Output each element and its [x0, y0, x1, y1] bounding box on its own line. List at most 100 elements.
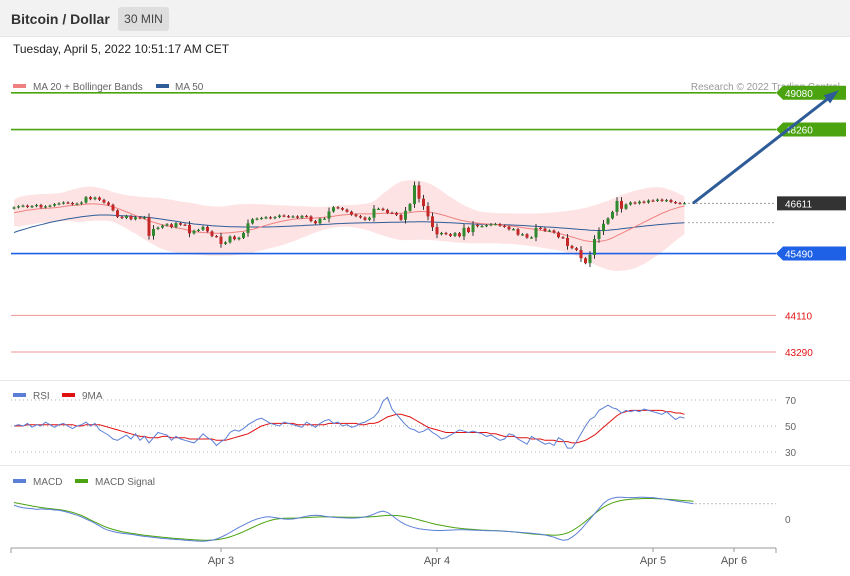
candle: [242, 231, 245, 239]
candle-body: [494, 224, 497, 226]
candle: [183, 223, 187, 227]
candle-body: [30, 206, 34, 208]
candle: [17, 205, 20, 209]
candle: [611, 210, 614, 220]
legend-label: MA 50: [175, 82, 204, 93]
candle: [390, 211, 394, 215]
candle: [152, 225, 155, 240]
candle-body: [516, 229, 520, 235]
candle-body: [480, 226, 484, 228]
candle-body: [35, 204, 38, 207]
candle-body: [143, 217, 146, 219]
candle: [291, 215, 295, 218]
candle-body: [575, 248, 578, 250]
candle: [548, 229, 551, 233]
level-label: 49080: [785, 89, 813, 100]
candle-body: [471, 224, 475, 233]
level-label: 48260: [785, 126, 813, 137]
candle: [633, 201, 637, 205]
candle-body: [539, 227, 542, 230]
candle-body: [624, 204, 628, 209]
candle-body: [75, 203, 79, 205]
candle-body: [251, 219, 254, 224]
candle: [678, 201, 682, 205]
candle: [336, 206, 340, 210]
candle: [138, 216, 142, 220]
candle: [557, 231, 560, 239]
candle-body: [39, 204, 43, 208]
candle: [251, 218, 254, 225]
candle: [471, 221, 475, 236]
candle: [237, 236, 241, 241]
candle-body: [674, 202, 677, 204]
candle-body: [476, 224, 479, 227]
candle-body: [264, 217, 268, 219]
candle: [435, 223, 439, 239]
candle: [399, 213, 403, 221]
candle-body: [318, 218, 322, 224]
candle-body: [260, 217, 263, 220]
candle-body: [44, 206, 47, 208]
candle: [449, 232, 452, 237]
candle: [219, 232, 223, 248]
candle: [278, 214, 281, 219]
candle-body: [327, 211, 331, 219]
legend-label: MA 20 + Bollinger Bands: [33, 82, 143, 93]
legend-swatch-rsi: [13, 393, 26, 397]
instrument-title: Bitcoin / Dollar: [11, 11, 110, 27]
candle: [48, 204, 52, 208]
candle-body: [597, 231, 601, 239]
candle-body: [467, 227, 470, 233]
candle-body: [246, 223, 250, 233]
candle: [453, 232, 457, 237]
candle-body: [629, 202, 632, 205]
candle: [503, 224, 506, 228]
candle-body: [404, 210, 407, 220]
candle-body: [485, 225, 488, 227]
candle-body: [593, 239, 596, 255]
candle: [197, 228, 200, 232]
candle-body: [161, 225, 164, 228]
candle: [575, 247, 578, 252]
candle: [282, 214, 286, 218]
candle-body: [287, 216, 290, 218]
candle-body: [116, 210, 119, 217]
macd-line: [13, 496, 694, 542]
rsi-tick-label: 30: [785, 448, 797, 459]
candle: [593, 235, 596, 259]
candle: [372, 204, 376, 222]
chart-header: Bitcoin / Dollar 30 MIN: [0, 0, 850, 37]
rsi-tick-label: 50: [785, 422, 797, 433]
candle-body: [314, 221, 317, 224]
candle: [116, 209, 119, 218]
candle-body: [93, 197, 97, 200]
candle-body: [323, 218, 326, 220]
candle-body: [372, 208, 376, 218]
candle: [255, 217, 259, 221]
candle-body: [363, 217, 367, 220]
candle-body: [377, 208, 380, 210]
ma50-line: [13, 214, 685, 233]
candle: [485, 224, 488, 228]
timestamp: Tuesday, April 5, 2022 10:51:17 AM CET: [13, 42, 230, 56]
candle-body: [350, 211, 353, 215]
candle: [588, 251, 592, 267]
candle-body: [62, 202, 65, 204]
timeframe-badge[interactable]: 30 MIN: [118, 7, 169, 31]
legend-label: RSI: [33, 391, 50, 402]
candle-body: [152, 228, 155, 236]
candle-body: [561, 237, 565, 239]
candle-body: [611, 211, 614, 219]
rsi-tick-label: 70: [785, 396, 797, 407]
candle: [674, 200, 677, 205]
rsi-ma-line: [14, 409, 685, 444]
candle-body: [192, 230, 196, 234]
candle-body: [579, 249, 583, 259]
candle: [624, 203, 628, 210]
candle-body: [651, 200, 655, 202]
candle-body: [548, 230, 551, 232]
macd-signal-line: [13, 498, 694, 541]
candle-body: [633, 202, 637, 204]
candle: [359, 215, 362, 219]
candle-body: [530, 237, 533, 239]
